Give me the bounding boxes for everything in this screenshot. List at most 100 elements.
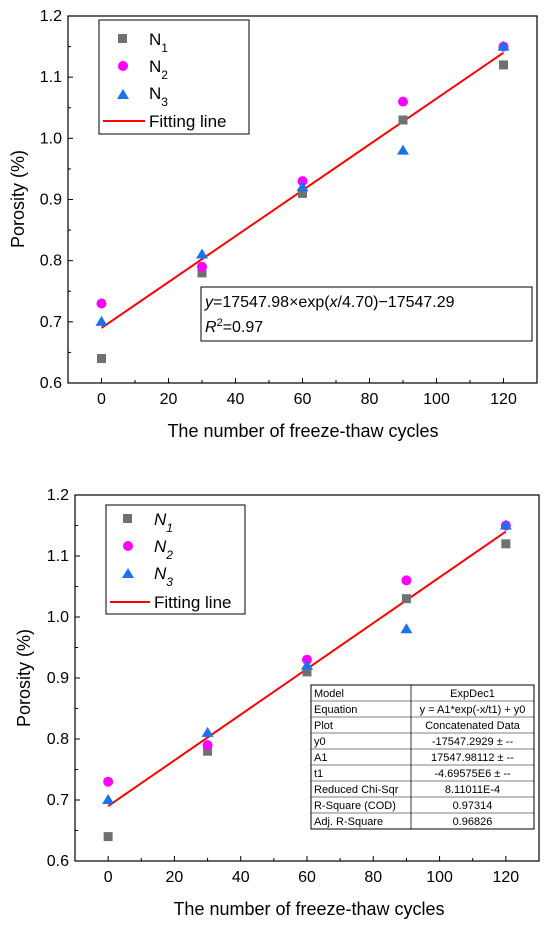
r-squared-text: R2=0.97 [205, 317, 263, 336]
point-n1 [97, 354, 106, 364]
point-n2 [297, 176, 308, 187]
y-tick-label: 1.2 [47, 487, 69, 504]
bottom-chart: 0.6 0.7 0.8 0.9 1.0 1.1 1.2 0 20 40 60 80 100 120 Po… [14, 487, 540, 919]
table-cell-label: y0 [314, 736, 326, 748]
point-n3 [497, 40, 510, 51]
y-tick-label: 0.9 [47, 670, 69, 687]
table-cell-label: R-Square (COD) [314, 800, 396, 812]
point-n2 [398, 96, 408, 107]
x-tick-label: 100 [423, 391, 450, 408]
legend-n1-label: N1 [149, 30, 168, 55]
table-frame [310, 684, 535, 830]
point-n2 [401, 575, 412, 586]
table-cell-value: 0.96826 [453, 816, 493, 828]
point-n3 [296, 181, 309, 192]
top-chart: 0.6 0.7 0.8 0.9 1.0 1.1 1.2 0 20 40 60 80 100 120 Po… [8, 8, 538, 441]
point-n3 [301, 659, 313, 670]
y-axis-label: Porosity (%) [8, 150, 28, 248]
point-n1 [197, 268, 207, 278]
data-points [95, 40, 510, 364]
point-n3 [499, 519, 512, 530]
table-cell-value: 8.11011E-4 [445, 784, 500, 796]
table-cell-label: Model [314, 688, 344, 700]
table-cell-label: Equation [314, 704, 357, 716]
x-tick-label: 60 [294, 391, 312, 408]
y-tick-label: 0.6 [40, 375, 62, 392]
x-axis-label: The number of freeze-thaw cycles [173, 899, 444, 919]
x-tick-label: 20 [166, 869, 184, 886]
y-tick-label: 1.0 [47, 609, 69, 626]
y-tick-label: 1.1 [40, 69, 62, 86]
y-tick-label: 1.1 [47, 548, 69, 565]
point-n3 [400, 623, 413, 634]
x-axis-label: The number of freeze-thaw cycles [167, 421, 438, 441]
point-n2 [96, 298, 107, 309]
point-n1 [401, 594, 411, 604]
legend-n3-label: N3 [154, 564, 173, 589]
point-n1 [398, 115, 408, 125]
fit-results-table: Model ExpDec1 Equation y = A1*exp(-x/t1) + … [310, 684, 535, 830]
legend-n2-marker [123, 541, 133, 551]
x-tick-label: 0 [97, 391, 106, 408]
x-tick-label: 80 [361, 391, 379, 408]
x-tick-label: 20 [160, 391, 178, 408]
y-axis-label: Porosity (%) [14, 629, 34, 727]
legend: N1 N2 N3 Fitting line [105, 504, 246, 615]
table-cell-value: y = A1*exp(-x/t1) + y0 [420, 704, 526, 716]
equation-box: y=17547.98×exp(x/4.70)−17547.29 R2=0.97 [200, 286, 533, 342]
legend-n3-marker [117, 89, 129, 99]
y-tick-label: 0.8 [47, 731, 69, 748]
point-n2 [103, 776, 114, 787]
legend-fit-label: Fitting line [149, 112, 226, 131]
legend-n1-marker [118, 34, 127, 43]
point-n3 [102, 794, 115, 804]
equation-text: y=17547.98×exp(x/4.70)−17547.29 [204, 294, 455, 311]
y-tick-label: 0.9 [40, 192, 62, 209]
table-cell-value: Concatenated Data [425, 720, 521, 732]
point-n1 [103, 832, 113, 842]
x-tick-label: 120 [493, 869, 520, 886]
point-n3 [95, 315, 108, 326]
point-n1 [203, 746, 213, 756]
table-cell-value: 0.97314 [453, 800, 493, 812]
data-points [102, 519, 512, 842]
x-tick-label: 40 [232, 869, 250, 886]
legend-n3-marker [122, 568, 134, 578]
table-cell-value: -17547.2929 ± -- [432, 736, 514, 748]
point-n2 [197, 261, 207, 272]
legend-fit-label: Fitting line [154, 593, 231, 612]
table-cell-value: -4.69575E6 ± -- [434, 768, 511, 780]
table-cell-label: Adj. R-Square [314, 816, 383, 828]
x-axis-ticks: 0 20 40 60 80 100 120 [97, 378, 517, 408]
legend-frame [105, 504, 246, 615]
x-tick-label: 0 [104, 869, 113, 886]
y-tick-label: 0.7 [47, 792, 69, 809]
y-tick-label: 0.7 [40, 314, 62, 331]
point-n3 [201, 726, 214, 737]
y-tick-label: 0.8 [40, 253, 62, 270]
y-tick-label: 1.2 [40, 8, 62, 25]
legend-n2-label: N2 [154, 537, 173, 562]
legend: N1 N2 N3 Fitting line [98, 19, 250, 135]
legend-n1-marker [123, 514, 132, 523]
point-n1 [302, 667, 312, 677]
y-axis-ticks: 0.6 0.7 0.8 0.9 1.0 1.1 1.2 [40, 8, 73, 392]
y-axis-ticks: 0.6 0.7 0.8 0.9 1.0 1.1 1.2 [47, 487, 80, 870]
table-cell-label: A1 [314, 752, 327, 764]
x-tick-label: 60 [298, 869, 316, 886]
point-n2 [202, 740, 213, 751]
legend-n1-label: N1 [154, 510, 173, 535]
point-n3 [196, 248, 208, 259]
table-cell-label: Reduced Chi-Sqr [314, 784, 399, 796]
point-n3 [397, 144, 409, 155]
legend-n3-label: N3 [149, 84, 168, 109]
y-tick-label: 1.0 [40, 130, 62, 147]
x-tick-label: 100 [426, 869, 453, 886]
x-tick-label: 40 [227, 391, 245, 408]
legend-n2-label: N2 [149, 57, 168, 82]
point-n1 [499, 60, 508, 70]
equation-frame [200, 286, 533, 342]
point-n1 [298, 188, 307, 198]
table-cell-value: 17547.98112 ± -- [431, 752, 514, 764]
